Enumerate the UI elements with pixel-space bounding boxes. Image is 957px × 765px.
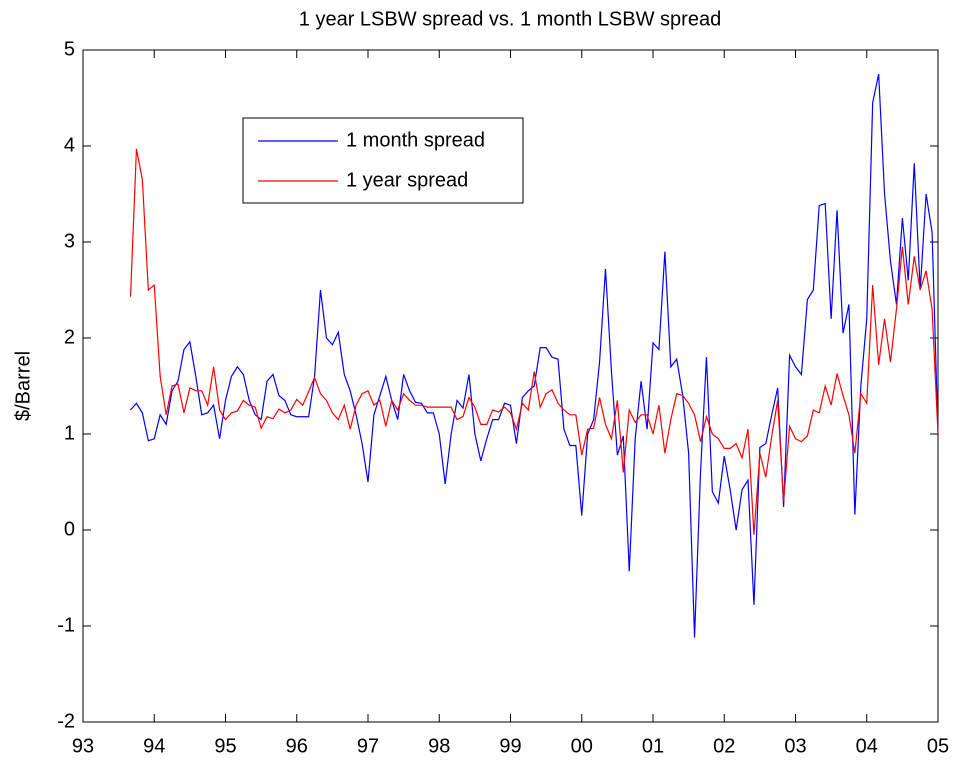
y-tick-label: 1 — [64, 422, 75, 444]
x-tick-label: 94 — [143, 735, 165, 757]
plot-frame — [82, 49, 939, 723]
x-tick-label: 98 — [428, 735, 450, 757]
legend-label: 1 month spread — [346, 129, 485, 151]
x-tick-label: 05 — [927, 735, 949, 757]
x-tick-label: 99 — [499, 735, 521, 757]
legend-box — [242, 117, 524, 204]
y-tick-label: 3 — [64, 230, 75, 252]
y-tick-label: -2 — [57, 710, 75, 732]
x-tick-label: 03 — [784, 735, 806, 757]
y-tick-label: 2 — [64, 326, 75, 348]
y-tick-label: 5 — [64, 38, 75, 60]
x-tick-label: 00 — [571, 735, 593, 757]
y-axis-label: $/Barrel — [12, 351, 34, 421]
data-line — [129, 148, 939, 535]
y-tick-label: -1 — [57, 614, 75, 636]
x-tick-label: 93 — [72, 735, 94, 757]
x-tick-label: 02 — [713, 735, 735, 757]
x-tick-label: 01 — [642, 735, 664, 757]
chart-title: 1 year LSBW spread vs. 1 month LSBW spre… — [299, 8, 721, 30]
y-tick-label: 0 — [64, 518, 75, 540]
legend-label: 1 year spread — [346, 169, 468, 191]
x-tick-label: 04 — [856, 735, 878, 757]
x-tick-label: 97 — [357, 735, 379, 757]
data-line — [130, 73, 939, 638]
x-tick-label: 95 — [214, 735, 236, 757]
x-tick-label: 96 — [286, 735, 308, 757]
y-tick-label: 4 — [64, 134, 75, 156]
